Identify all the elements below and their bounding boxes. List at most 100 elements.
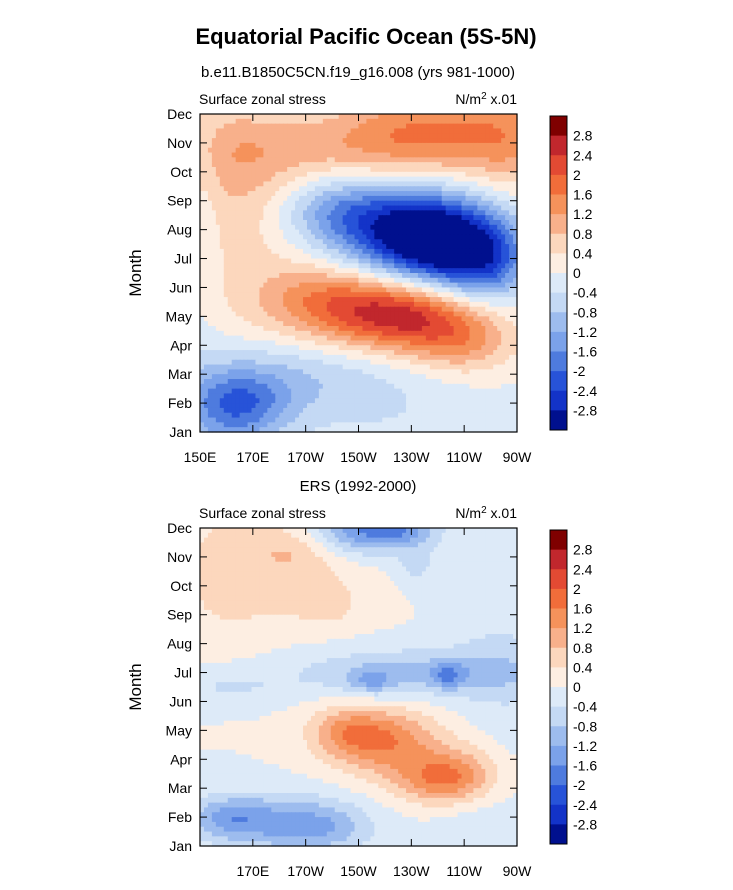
contour-cell <box>322 306 328 313</box>
contour-cell <box>485 306 490 313</box>
contour-cell <box>445 316 451 322</box>
contour-cell <box>338 311 344 317</box>
contour-cell <box>215 234 221 240</box>
contour-cell <box>398 258 403 264</box>
contour-cell <box>394 147 399 154</box>
contour-cell <box>386 374 391 380</box>
contour-cell <box>481 350 486 356</box>
contour-cell <box>386 138 391 144</box>
contour-cell <box>354 301 360 308</box>
contour-cell <box>247 301 253 308</box>
contour-cell <box>306 282 312 289</box>
contour-cell <box>473 147 478 154</box>
contour-cell <box>501 157 506 163</box>
contour-cell <box>211 162 217 168</box>
contour-cell <box>251 167 257 173</box>
contour-cell <box>425 152 431 158</box>
contour-cell <box>207 123 213 130</box>
contour-cell <box>433 388 439 395</box>
contour-cell <box>275 326 280 332</box>
contour-cell <box>469 181 475 187</box>
contour-cell <box>283 306 288 313</box>
contour-cell <box>358 393 364 399</box>
contour-cell <box>386 229 391 236</box>
contour-cell <box>433 205 439 211</box>
contour-cell <box>295 157 300 163</box>
contour-cell <box>295 273 300 279</box>
contour-cell <box>362 311 368 317</box>
contour-cell <box>203 407 209 414</box>
contour-cell <box>251 359 257 366</box>
contour-cell <box>203 287 209 293</box>
contour-cell <box>283 205 288 211</box>
contour-cell <box>318 345 324 351</box>
contour-cell <box>322 239 328 245</box>
contour-cell <box>481 335 486 342</box>
contour-cell <box>283 152 288 158</box>
contour-cell <box>398 379 403 385</box>
contour-cell <box>505 133 510 139</box>
contour-cell <box>497 263 502 269</box>
contour-cell <box>374 138 379 144</box>
contour-cell <box>406 282 411 289</box>
contour-cell <box>346 200 352 207</box>
contour-cell <box>322 253 328 260</box>
contour-cell <box>453 123 459 130</box>
contour-cell <box>501 383 506 390</box>
contour-cell <box>227 398 233 404</box>
contour-cell <box>485 133 490 139</box>
contour-cell <box>453 118 459 125</box>
contour-cell <box>449 258 455 264</box>
contour-cell <box>449 350 455 356</box>
contour-cell <box>465 239 471 245</box>
contour-cell <box>429 398 435 404</box>
contour-cell <box>505 297 510 303</box>
contour-cell <box>457 282 463 289</box>
contour-cell <box>330 263 336 269</box>
contour-cell <box>429 220 435 226</box>
contour-cell <box>406 258 411 264</box>
contour-cell <box>239 398 245 404</box>
contour-cell <box>310 311 316 317</box>
contour-cell <box>481 128 486 134</box>
contour-cell <box>429 383 435 390</box>
contour-cell <box>501 292 506 298</box>
contour-cell <box>291 316 296 322</box>
contour-cell <box>243 393 249 399</box>
contour-cell <box>358 186 364 192</box>
contour-cell <box>338 258 344 264</box>
contour-cell <box>370 335 375 342</box>
contour-cell <box>473 205 478 211</box>
contour-cell <box>235 157 241 163</box>
contour-cell <box>493 393 498 399</box>
contour-cell <box>433 330 439 337</box>
contour-cell <box>219 350 225 356</box>
contour-cell <box>346 162 352 168</box>
contour-cell <box>398 393 403 399</box>
contour-cell <box>231 277 237 284</box>
contour-cell <box>338 128 344 134</box>
contour-cell <box>207 176 213 183</box>
contour-cell <box>513 292 518 298</box>
contour-cell <box>398 273 403 279</box>
contour-cell <box>346 383 352 390</box>
contour-cell <box>295 147 300 154</box>
contour-cell <box>247 292 253 298</box>
contour-cell <box>295 167 300 173</box>
contour-cell <box>425 345 431 351</box>
contour-cell <box>362 162 368 168</box>
contour-cell <box>211 383 217 390</box>
contour-cell <box>461 118 467 125</box>
contour-cell <box>382 345 387 351</box>
contour-cell <box>338 244 344 250</box>
contour-cell <box>453 181 459 187</box>
contour-cell <box>513 220 518 226</box>
contour-cell <box>275 340 280 346</box>
contour-cell <box>318 195 324 202</box>
contour-cell <box>417 147 423 154</box>
contour-cell <box>497 239 502 245</box>
contour-cell <box>346 195 352 202</box>
contour-cell <box>279 330 284 337</box>
contour-cell <box>481 142 486 149</box>
contour-cell <box>251 292 257 298</box>
